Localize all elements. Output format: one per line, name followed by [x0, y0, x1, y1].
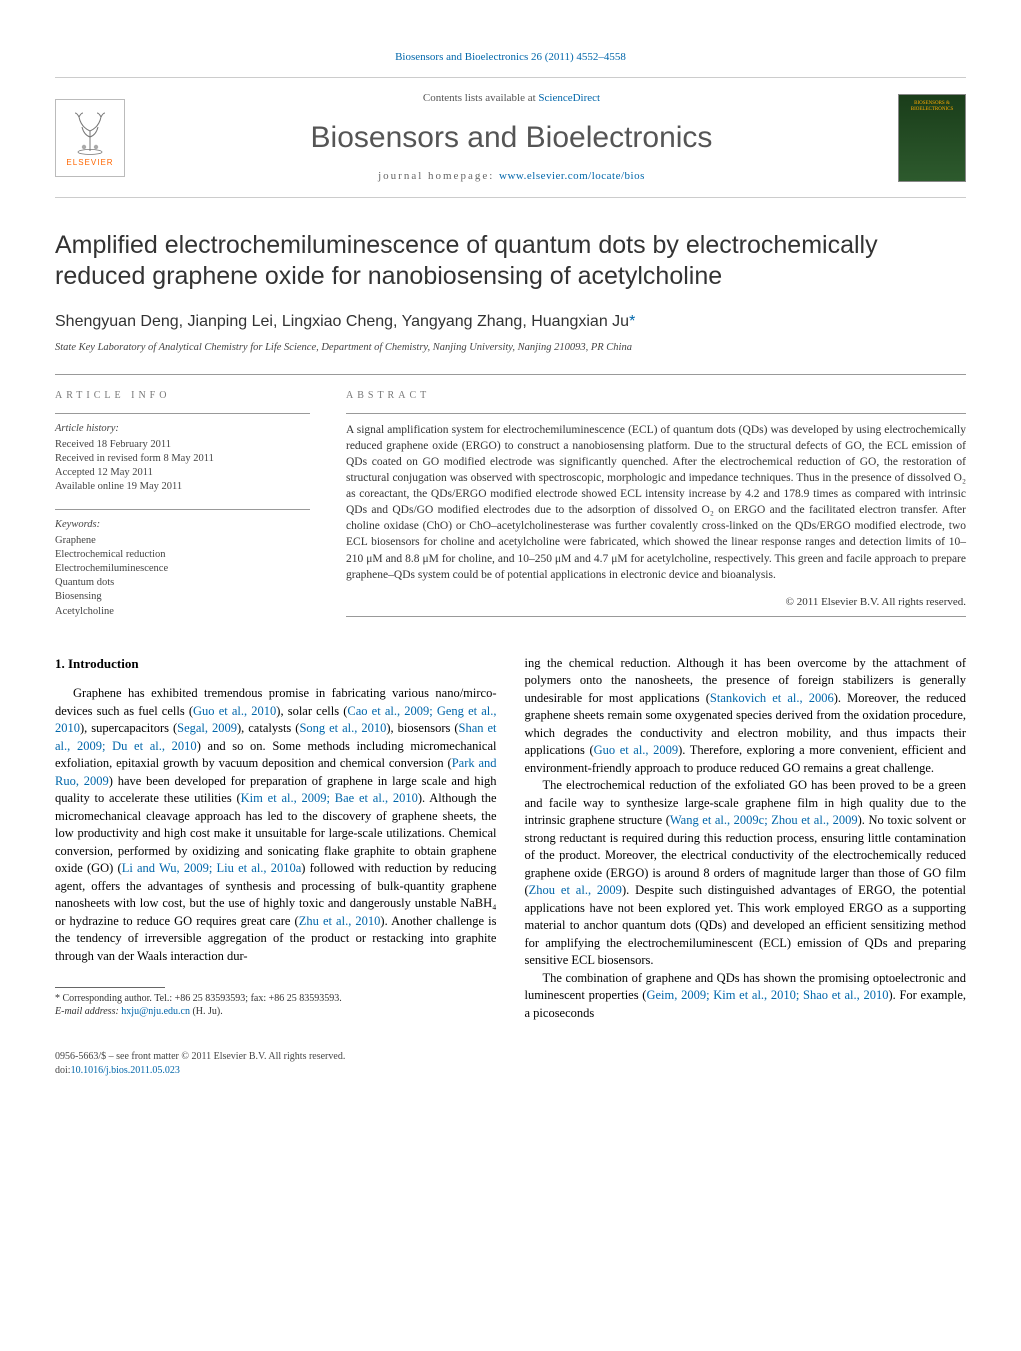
- homepage-line: journal homepage: www.elsevier.com/locat…: [143, 169, 880, 184]
- article-info-column: ARTICLE INFO Article history: Received 1…: [55, 389, 310, 619]
- section-heading: 1. Introduction: [55, 655, 497, 673]
- doi-link[interactable]: 10.1016/j.bios.2011.05.023: [71, 1065, 180, 1076]
- abstract-column: ABSTRACT A signal amplification system f…: [346, 389, 966, 619]
- history-title: Article history:: [55, 422, 310, 436]
- homepage-prefix: journal homepage:: [378, 170, 499, 182]
- journal-cover-thumbnail: BIOSENSORS & BIOELECTRONICS: [898, 94, 966, 182]
- homepage-link[interactable]: www.elsevier.com/locate/bios: [499, 170, 645, 182]
- abstract-text: A signal amplification system for electr…: [346, 422, 966, 583]
- keyword: Electrochemiluminescence: [55, 562, 310, 576]
- corresponding-author-note: * Corresponding author. Tel.: +86 25 835…: [55, 992, 497, 1005]
- keyword: Acetylcholine: [55, 605, 310, 619]
- divider: [55, 197, 966, 198]
- email-link[interactable]: hxju@nju.edu.cn: [121, 1006, 190, 1017]
- body-paragraph: The combination of graphene and QDs has …: [525, 970, 967, 1023]
- citation-link[interactable]: Song et al., 2010: [299, 721, 386, 735]
- branding-row: ELSEVIER Contents lists available at Sci…: [55, 83, 966, 192]
- page-footer: 0956-5663/$ – see front matter © 2011 El…: [55, 1050, 966, 1078]
- citation-line: Biosensors and Bioelectronics 26 (2011) …: [395, 51, 626, 63]
- article-info-label: ARTICLE INFO: [55, 389, 310, 403]
- footnote-block: * Corresponding author. Tel.: +86 25 835…: [55, 992, 497, 1018]
- affiliation: State Key Laboratory of Analytical Chemi…: [55, 341, 966, 356]
- divider: [55, 509, 310, 510]
- citation-link[interactable]: Geim, 2009; Kim et al., 2010; Shao et al…: [646, 988, 888, 1002]
- email-line: E-mail address: hxju@nju.edu.cn (H. Ju).: [55, 1005, 497, 1018]
- contents-line: Contents lists available at ScienceDirec…: [143, 91, 880, 106]
- doi-line: doi:10.1016/j.bios.2011.05.023: [55, 1064, 345, 1078]
- keyword: Electrochemical reduction: [55, 548, 310, 562]
- keyword: Biosensing: [55, 590, 310, 604]
- divider: [346, 616, 966, 617]
- citation-link[interactable]: Kim et al., 2009; Bae et al., 2010: [241, 791, 418, 805]
- divider: [55, 77, 966, 78]
- body-paragraph: ing the chemical reduction. Although it …: [525, 655, 967, 778]
- history-line: Received in revised form 8 May 2011: [55, 452, 310, 466]
- meta-row: ARTICLE INFO Article history: Received 1…: [55, 374, 966, 619]
- elsevier-tree-icon: [65, 107, 115, 155]
- running-header: Biosensors and Bioelectronics 26 (2011) …: [55, 50, 966, 65]
- citation-link[interactable]: Stankovich et al., 2006: [710, 691, 834, 705]
- citation-link[interactable]: Segal, 2009: [177, 721, 237, 735]
- sciencedirect-link[interactable]: ScienceDirect: [538, 92, 600, 104]
- page: Biosensors and Bioelectronics 26 (2011) …: [0, 0, 1021, 1118]
- citation-link[interactable]: Zhu et al., 2010: [299, 914, 381, 928]
- column-right: ing the chemical reduction. Although it …: [525, 655, 967, 1023]
- email-label: E-mail address:: [55, 1006, 121, 1017]
- corresponding-author-mark: *: [629, 313, 635, 330]
- authors-line: Shengyuan Deng, Jianping Lei, Lingxiao C…: [55, 311, 966, 333]
- history-line: Received 18 February 2011: [55, 438, 310, 452]
- divider: [346, 413, 966, 414]
- copyright-line: © 2011 Elsevier B.V. All rights reserved…: [346, 595, 966, 610]
- email-suffix: (H. Ju).: [190, 1006, 223, 1017]
- authors-names: Shengyuan Deng, Jianping Lei, Lingxiao C…: [55, 313, 629, 330]
- article-title: Amplified electrochemiluminescence of qu…: [55, 230, 966, 293]
- branding-center: Contents lists available at ScienceDirec…: [143, 91, 880, 184]
- history-block: Article history: Received 18 February 20…: [55, 422, 310, 495]
- citation-link[interactable]: Li and Wu, 2009; Liu et al., 2010a: [122, 861, 302, 875]
- keyword: Graphene: [55, 534, 310, 548]
- keyword: Quantum dots: [55, 576, 310, 590]
- elsevier-wordmark: ELSEVIER: [66, 157, 113, 168]
- keywords-title: Keywords:: [55, 518, 310, 532]
- citation-link[interactable]: Guo et al., 2009: [594, 743, 678, 757]
- history-line: Accepted 12 May 2011: [55, 466, 310, 480]
- citation-link[interactable]: Wang et al., 2009c; Zhou et al., 2009: [670, 813, 858, 827]
- history-line: Available online 19 May 2011: [55, 480, 310, 494]
- keywords-block: Keywords: Graphene Electrochemical reduc…: [55, 518, 310, 619]
- footer-left: 0956-5663/$ – see front matter © 2011 El…: [55, 1050, 345, 1078]
- column-left: 1. Introduction Graphene has exhibited t…: [55, 655, 497, 1023]
- body-paragraph: Graphene has exhibited tremendous promis…: [55, 685, 497, 965]
- body-columns: 1. Introduction Graphene has exhibited t…: [55, 655, 966, 1023]
- contents-prefix: Contents lists available at: [423, 92, 538, 104]
- abstract-label: ABSTRACT: [346, 389, 966, 403]
- elsevier-logo: ELSEVIER: [55, 99, 125, 177]
- citation-link[interactable]: Guo et al., 2010: [193, 704, 276, 718]
- front-matter-line: 0956-5663/$ – see front matter © 2011 El…: [55, 1050, 345, 1064]
- citation-link[interactable]: Zhou et al., 2009: [529, 883, 622, 897]
- footnote-rule: [55, 987, 165, 988]
- divider: [55, 413, 310, 414]
- body-paragraph: The electrochemical reduction of the exf…: [525, 777, 967, 970]
- journal-name: Biosensors and Bioelectronics: [143, 117, 880, 159]
- cover-thumb-text: BIOSENSORS & BIOELECTRONICS: [899, 101, 965, 113]
